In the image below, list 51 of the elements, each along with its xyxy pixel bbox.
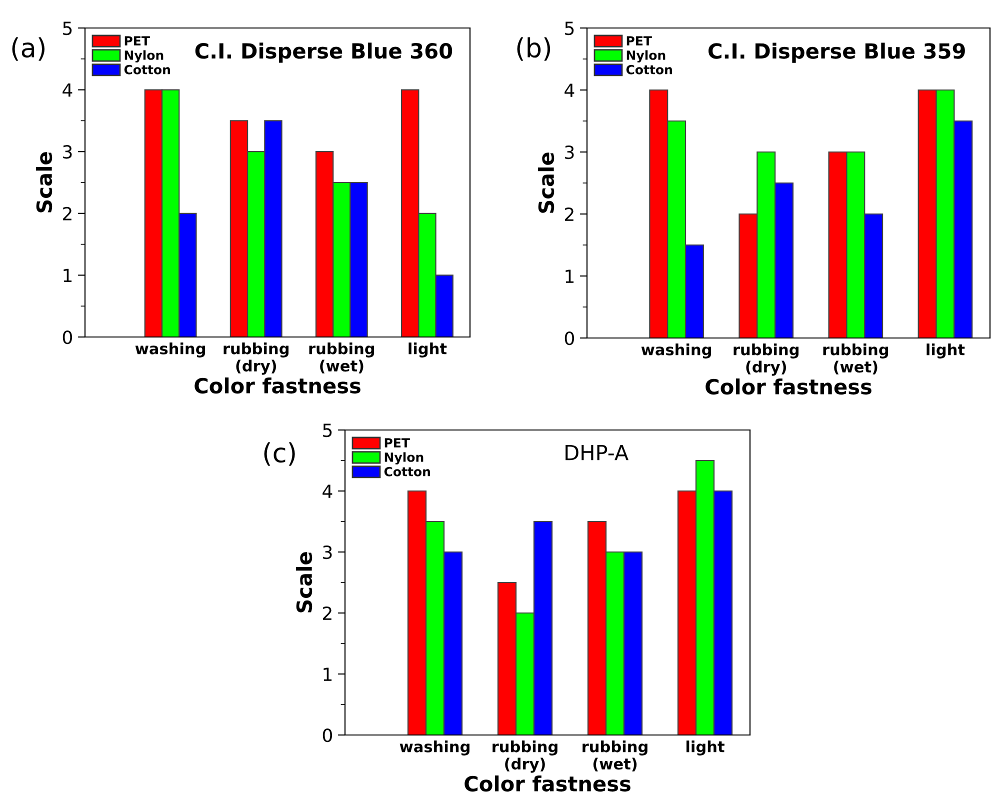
y-axis-title: Scale	[538, 152, 554, 213]
x-tick-label: light	[686, 740, 724, 756]
y-tick-label: 2	[565, 207, 574, 221]
x-tick-label: light	[408, 342, 447, 358]
y-tick-label: 1	[566, 270, 574, 283]
y-tick-label: 2	[63, 206, 72, 220]
x-tick-label: washing	[135, 342, 205, 358]
x-tick-label: rubbing (wet)	[823, 344, 888, 374]
x-tick-label: rubbing (dry)	[734, 344, 798, 376]
y-tick-label: 4	[62, 83, 72, 97]
text: C.I. Disperse Blue 360	[195, 42, 452, 63]
y-tick-label: 1	[64, 268, 72, 282]
x-tick-label: rubbing (wet)	[309, 342, 374, 374]
x-tick-label: washing	[400, 740, 470, 756]
x-axis-title: Color fastness	[706, 378, 872, 395]
text: (a)	[12, 37, 44, 61]
y-axis-title: Scale	[36, 152, 52, 212]
x-tick-label: rubbing (wet)	[582, 740, 648, 772]
legend-label: Nylon	[626, 50, 666, 62]
x-axis-title: Color fastness	[464, 775, 630, 792]
y-tick-label: 0	[322, 728, 332, 742]
x-tick-label: rubbing (dry)	[492, 740, 558, 773]
y-tick-label: 5	[63, 22, 72, 36]
y-tick-label: 3	[565, 145, 574, 160]
y-tick-label: 4	[322, 484, 332, 498]
legend-label: Cotton	[124, 64, 170, 74]
y-tick-label: 5	[565, 22, 574, 36]
text: (c)	[264, 442, 295, 466]
legend-label: PET	[124, 36, 150, 46]
y-tick-label: 0	[62, 330, 72, 344]
legend-label: Cotton	[626, 64, 672, 74]
y-tick-label: 5	[323, 424, 332, 438]
y-tick-label: 0	[564, 331, 574, 346]
text: (b)	[517, 37, 550, 61]
y-axis-title: Scale	[296, 552, 312, 612]
y-tick-label: 1	[324, 668, 332, 681]
y-tick-label: 3	[323, 545, 332, 560]
legend-label: Cotton	[384, 466, 430, 476]
legend-label: PET	[384, 438, 410, 448]
text: C.I. Disperse Blue 359	[708, 42, 965, 63]
legend-label: Nylon	[384, 452, 424, 464]
x-tick-label: rubbing (dry)	[224, 342, 288, 375]
x-tick-label: washing	[641, 344, 711, 358]
text: DHP-A	[566, 444, 628, 460]
x-axis-title: Color fastness	[194, 377, 360, 394]
x-tick-label: light	[926, 344, 965, 358]
y-tick-label: 4	[564, 84, 574, 97]
legend-label: PET	[626, 36, 652, 46]
y-tick-label: 2	[323, 606, 332, 620]
y-tick-label: 3	[63, 145, 72, 159]
legend-label: Nylon	[124, 50, 164, 62]
